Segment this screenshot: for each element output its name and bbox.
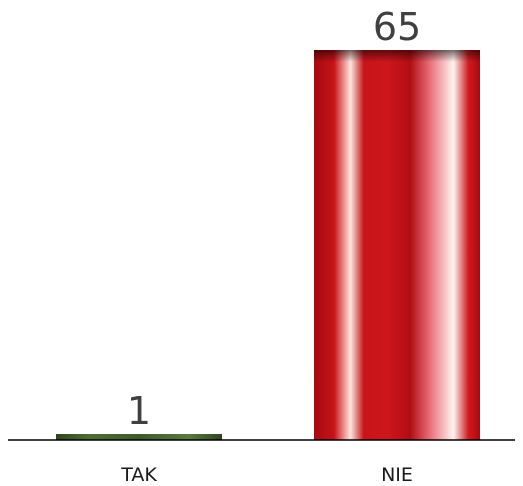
bar-tak — [56, 434, 222, 440]
bar-nie-top-shade — [314, 50, 480, 62]
bars-group — [56, 50, 480, 440]
bar-nie — [314, 50, 480, 440]
category-label-nie: NIE — [381, 464, 413, 486]
data-label-tak: 1 — [127, 389, 151, 433]
category-label-tak: TAK — [120, 464, 157, 486]
data-label-nie: 65 — [373, 5, 421, 49]
